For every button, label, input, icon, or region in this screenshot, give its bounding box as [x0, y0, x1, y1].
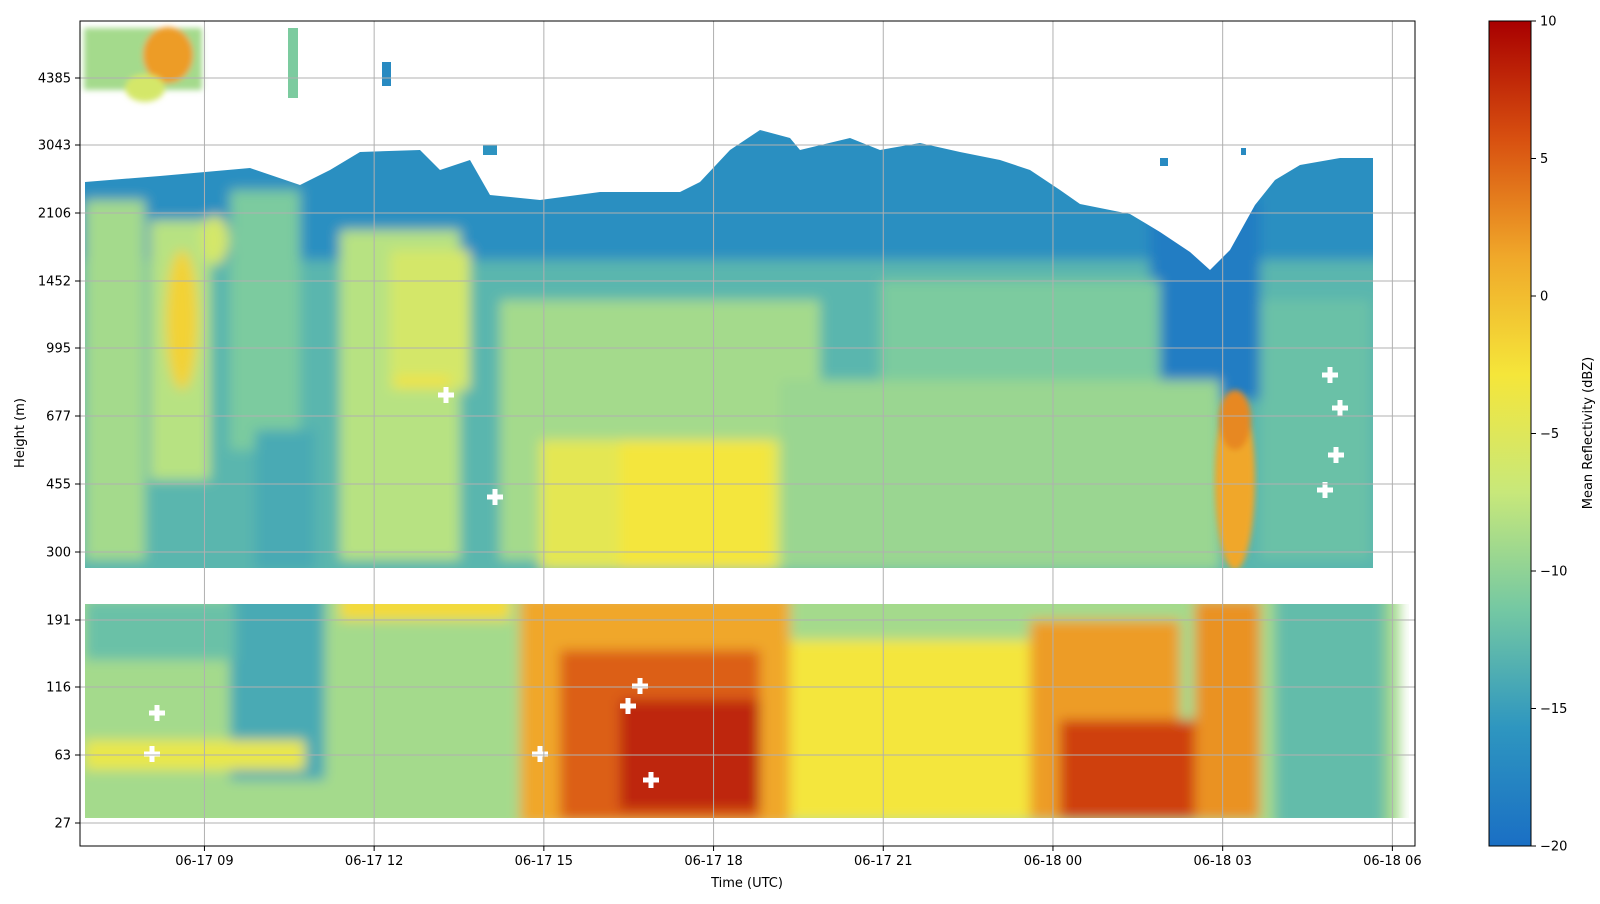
colorbar-tick-label: 5 [1540, 152, 1548, 167]
colorbar-tick-label: −5 [1540, 427, 1559, 442]
x-tick-label: 06-17 09 [175, 854, 233, 869]
y-tick-label: 995 [46, 342, 71, 357]
y-tick-label: 116 [46, 681, 71, 696]
y-tick-label: 4385 [38, 72, 71, 87]
outlier-marker [620, 698, 636, 714]
x-tick-label: 06-17 21 [854, 854, 912, 869]
colorbar-tick-label: −15 [1540, 702, 1567, 717]
x-tick-label: 06-18 06 [1363, 854, 1421, 869]
y-tick-label: 1452 [38, 275, 71, 290]
colorbar-label: Mean Reflectivity (dBZ) [1581, 357, 1596, 510]
colorbar-tick-label: −10 [1540, 565, 1567, 580]
outlier-marker [532, 746, 548, 762]
outlier-marker [438, 387, 454, 403]
near-surface-echo-region [85, 604, 1400, 818]
colorbar-tick-label: −20 [1540, 840, 1567, 855]
y-tick-label: 63 [54, 749, 71, 764]
plot-frame [79, 20, 1416, 847]
y-tick-label: 191 [46, 614, 71, 629]
upper-echo-region [85, 130, 1373, 568]
y-tick-label: 27 [54, 817, 71, 832]
grid-lines [80, 21, 1415, 846]
colorbar-gradient [1488, 20, 1532, 847]
y-tick-label: 3043 [38, 139, 71, 154]
colorbar: 10 5 0 −5 −10 −15 −20 Mean Reflectivity (dBZ) [1488, 15, 1596, 855]
y-tick-label: 300 [46, 546, 71, 561]
x-tick-label: 06-17 15 [515, 854, 573, 869]
x-tick-label: 06-17 18 [684, 854, 742, 869]
x-tick-label: 06-18 03 [1193, 854, 1251, 869]
outlier-marker [1332, 400, 1348, 416]
outlier-marker [1322, 367, 1338, 383]
heatmap-field [84, 27, 1400, 818]
outlier-marker [1328, 447, 1344, 463]
colorbar-tick-label: 0 [1540, 290, 1548, 305]
y-axis: 27 63 116 191 300 455 677 995 1452 2106 3043 4385 [38, 72, 80, 832]
x-tick-label: 06-18 00 [1024, 854, 1082, 869]
outlier-marker [643, 772, 659, 788]
x-tick-label: 06-17 12 [345, 854, 403, 869]
outlier-markers [144, 367, 1348, 788]
colorbar-tick-label: 10 [1540, 15, 1557, 30]
y-axis-label: Height (m) [13, 398, 28, 468]
y-tick-label: 677 [46, 410, 71, 425]
outlier-marker [149, 705, 165, 721]
outlier-marker [144, 746, 160, 762]
y-tick-label: 455 [46, 478, 71, 493]
outlier-marker [632, 678, 648, 694]
upper-level-echo [84, 27, 1246, 166]
y-tick-label: 2106 [38, 207, 71, 222]
outlier-marker [487, 489, 503, 505]
colorbar-ticks: 10 5 0 −5 −10 −15 −20 [1531, 15, 1567, 855]
x-axis-label: Time (UTC) [710, 876, 783, 891]
x-axis: 06-17 09 06-17 12 06-17 15 06-17 18 06-17 21… [175, 846, 1422, 869]
outlier-marker [1317, 482, 1333, 498]
